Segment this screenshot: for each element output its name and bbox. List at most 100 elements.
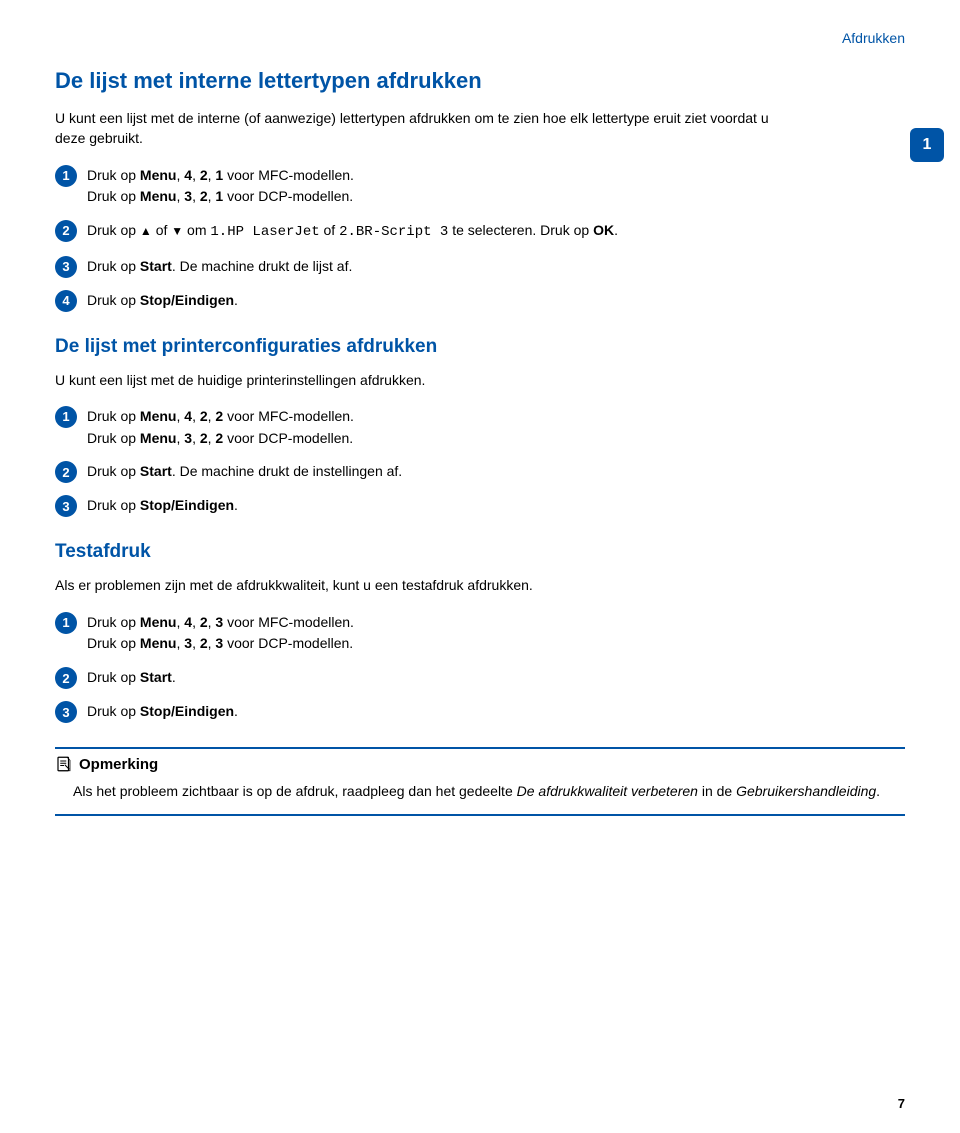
step: 2 Druk op ▲ of ▼ om 1.HP LaserJet of 2.BR… (55, 220, 905, 244)
text-run: Druk op (87, 614, 140, 630)
step-number-badge: 4 (55, 290, 77, 312)
text-run: 2 (200, 408, 208, 424)
text-run: Menu (140, 167, 177, 183)
text-run: voor DCP-modellen. (223, 635, 353, 651)
text-run: voor MFC-modellen. (223, 614, 354, 630)
text-run: Als het probleem zichtbaar is op de afdr… (73, 783, 517, 799)
text-run: Menu (140, 408, 177, 424)
step: 3 Druk op Stop/Eindigen. (55, 701, 905, 723)
text-run: Stop/Eindigen (140, 497, 234, 513)
step-number-badge: 3 (55, 495, 77, 517)
step: 1 Druk op Menu, 4, 2, 1 voor MFC-modellen… (55, 165, 905, 208)
page-number: 7 (898, 1096, 905, 1111)
step-body: Druk op Menu, 4, 2, 1 voor MFC-modellen.… (87, 165, 354, 208)
step-number-badge: 1 (55, 612, 77, 634)
text-run: . (172, 669, 176, 685)
text-run: . (614, 222, 618, 238)
text-run: ▲ (140, 224, 152, 238)
text-run: ▼ (171, 224, 183, 238)
text-run: te selecteren. Druk op (448, 222, 593, 238)
text-run: 2 (200, 430, 208, 446)
chapter-tab: 1 (910, 128, 944, 162)
text-run: Druk op (87, 167, 140, 183)
text-run: in de (698, 783, 736, 799)
text-run: , (192, 635, 200, 651)
text-run: 3 (184, 188, 192, 204)
step-number-badge: 1 (55, 406, 77, 428)
section1-steps: 1 Druk op Menu, 4, 2, 1 voor MFC-modellen… (55, 165, 905, 312)
text-run: of (152, 222, 171, 238)
text-run: . De machine drukt de instellingen af. (172, 463, 402, 479)
step-body: Druk op Menu, 4, 2, 3 voor MFC-modellen.… (87, 612, 354, 655)
text-run: Stop/Eindigen (140, 292, 234, 308)
step-body: Druk op ▲ of ▼ om 1.HP LaserJet of 2.BR-… (87, 220, 618, 244)
text-run: 2.BR-Script 3 (339, 224, 448, 240)
text-run: 3 (184, 430, 192, 446)
step-number-badge: 3 (55, 701, 77, 723)
page: Afdrukken 1 De lijst met interne lettert… (0, 0, 960, 1133)
text-run: Start (140, 463, 172, 479)
text-run: , (192, 408, 200, 424)
step-body: Druk op Start. (87, 667, 176, 689)
text-run: Start (140, 258, 172, 274)
text-run: 2 (200, 635, 208, 651)
text-run: Stop/Eindigen (140, 703, 234, 719)
step-body: Druk op Start. De machine drukt de inste… (87, 461, 402, 483)
section1-title: De lijst met interne lettertypen afdrukk… (55, 68, 905, 94)
text-run: 1.HP LaserJet (210, 224, 319, 240)
step: 3 Druk op Stop/Eindigen. (55, 495, 905, 517)
note-title: Opmerking (79, 756, 158, 773)
text-run: , (192, 430, 200, 446)
text-run: om (183, 222, 210, 238)
step-body: Druk op Stop/Eindigen. (87, 495, 238, 517)
step-body: Druk op Start. De machine drukt de lijst… (87, 256, 352, 278)
text-run: Menu (140, 188, 177, 204)
step: 4Druk op Stop/Eindigen. (55, 290, 905, 312)
text-run: , (192, 614, 200, 630)
text-run: Druk op (87, 188, 140, 204)
section3-intro: Als er problemen zijn met de afdrukkwali… (55, 575, 785, 595)
note-head: Opmerking (55, 755, 905, 773)
section3-steps: 1 Druk op Menu, 4, 2, 3 voor MFC-modellen… (55, 612, 905, 723)
text-run: Menu (140, 430, 177, 446)
note-icon (55, 755, 73, 773)
step-number-badge: 2 (55, 461, 77, 483)
text-run: 4 (184, 614, 192, 630)
step-number-badge: 3 (55, 256, 77, 278)
step-number-badge: 2 (55, 220, 77, 242)
text-run: Druk op (87, 463, 140, 479)
step-body: Druk op Stop/Eindigen. (87, 701, 238, 723)
text-run: Menu (140, 635, 177, 651)
text-run: voor MFC-modellen. (223, 167, 354, 183)
note-block: Opmerking Als het probleem zichtbaar is … (55, 747, 905, 816)
text-run: Druk op (87, 497, 140, 513)
text-run: Druk op (87, 430, 140, 446)
text-run: , (192, 167, 200, 183)
text-run: . (876, 783, 880, 799)
step: 1 Druk op Menu, 4, 2, 3 voor MFC-modellen… (55, 612, 905, 655)
step: 2 Druk op Start. (55, 667, 905, 689)
header-section-label: Afdrukken (55, 30, 905, 46)
section2-title: De lijst met printerconfiguraties afdruk… (55, 336, 905, 358)
step: 3 Druk op Start. De machine drukt de lijs… (55, 256, 905, 278)
step-number-badge: 1 (55, 165, 77, 187)
text-run: Druk op (87, 703, 140, 719)
text-run: 2 (200, 614, 208, 630)
note-body: Als het probleem zichtbaar is op de afdr… (55, 781, 905, 802)
text-run: . (234, 497, 238, 513)
text-run: . (234, 292, 238, 308)
section2-intro: U kunt een lijst met de huidige printeri… (55, 370, 785, 390)
step-number-badge: 2 (55, 667, 77, 689)
text-run: voor DCP-modellen. (223, 430, 353, 446)
text-run: 3 (184, 635, 192, 651)
text-run: De afdrukkwaliteit verbeteren (517, 783, 698, 799)
text-run: 4 (184, 167, 192, 183)
step: 1Druk op Menu, 4, 2, 2 voor MFC-modellen… (55, 406, 905, 449)
text-run: Druk op (87, 669, 140, 685)
text-run: OK (593, 222, 614, 238)
section1-intro: U kunt een lijst met de interne (of aanw… (55, 108, 785, 149)
text-run: Gebruikershandleiding (736, 783, 876, 799)
text-run: 2 (200, 188, 208, 204)
text-run: Start (140, 669, 172, 685)
text-run: 2 (200, 167, 208, 183)
